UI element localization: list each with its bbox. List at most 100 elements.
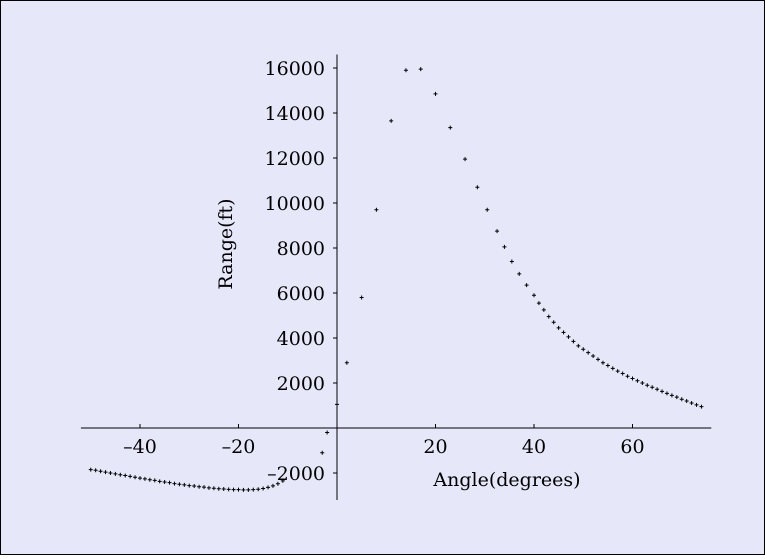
data-point [403,68,408,73]
data-point [123,473,128,478]
x-tick-label: –20 [222,436,256,458]
data-point [596,357,601,362]
data-point [118,472,123,477]
data-point [251,487,256,492]
data-point [236,487,241,492]
data-point [615,369,620,374]
data-point [674,395,679,400]
data-point [197,484,202,489]
data-point [344,360,349,365]
data-point [600,360,605,365]
data-point [630,376,635,381]
data-point [586,350,591,355]
data-point [167,480,172,485]
data-point [561,330,566,335]
data-point [650,385,655,390]
data-point [256,487,261,492]
data-point [270,483,275,488]
y-tick-label: 4000 [277,328,325,350]
data-point [635,378,640,383]
data-point [532,293,536,298]
data-point [280,478,285,483]
data-point [475,185,480,190]
data-point [133,475,138,480]
data-point [192,484,197,489]
data-point [142,476,147,481]
data-point [669,393,674,398]
data-point [113,471,118,476]
data-point [88,467,93,472]
data-point [541,307,546,312]
data-point [152,478,157,483]
data-point [359,295,364,300]
data-point [546,314,551,319]
data-point [108,471,113,475]
data-point [566,334,571,339]
x-tick-label: 40 [522,436,546,458]
data-point [103,470,108,475]
y-tick-label: 16000 [265,58,325,80]
data-point [433,91,438,96]
data-point [320,450,325,455]
data-point [241,487,246,492]
data-point [551,320,556,325]
data-point [576,343,581,348]
data-point [640,381,645,385]
data-point [694,402,699,407]
data-point [689,401,694,406]
x-tick-label: 20 [423,436,447,458]
data-point [216,486,221,491]
data-point [389,118,394,123]
data-point [517,271,522,276]
y-tick-label: 14000 [265,103,325,125]
data-point [206,485,211,490]
data-point [275,481,280,486]
data-point [266,485,271,490]
data-point [374,207,379,212]
x-tick-label: –40 [123,436,157,458]
data-point [128,474,133,479]
data-point [221,486,226,491]
data-point [325,430,330,435]
data-point [645,383,650,388]
data-points [88,67,704,492]
data-point [187,483,192,488]
data-point [625,374,630,379]
data-point [502,244,507,249]
y-tick-label: 12000 [265,148,325,170]
data-point [591,354,596,358]
data-point [463,157,468,162]
data-point [509,259,514,264]
data-point [605,363,610,368]
data-point [335,402,339,407]
data-point [524,283,529,288]
data-point [418,67,423,72]
data-point [261,486,266,491]
data-point [660,389,665,394]
data-point [581,347,586,352]
data-point [246,487,251,492]
data-point [495,229,500,234]
data-point [93,468,98,473]
data-point [226,487,231,492]
x-axis-label: Angle(degrees) [432,469,580,491]
data-point [610,366,615,371]
data-point [448,125,453,130]
axes [80,54,712,500]
data-point [162,480,167,484]
data-point [679,397,684,402]
data-point [684,399,689,403]
y-tick-label: 2000 [277,373,325,395]
y-axis-label: Range(ft) [215,198,237,289]
data-point [98,469,103,474]
data-point [556,325,561,330]
y-tick-label: 8000 [277,238,325,260]
y-tick-label: 6000 [277,283,325,305]
data-point [699,404,704,409]
data-point [157,479,162,484]
data-point [182,482,187,487]
data-point [655,387,660,392]
x-tick-label: 60 [620,436,644,458]
